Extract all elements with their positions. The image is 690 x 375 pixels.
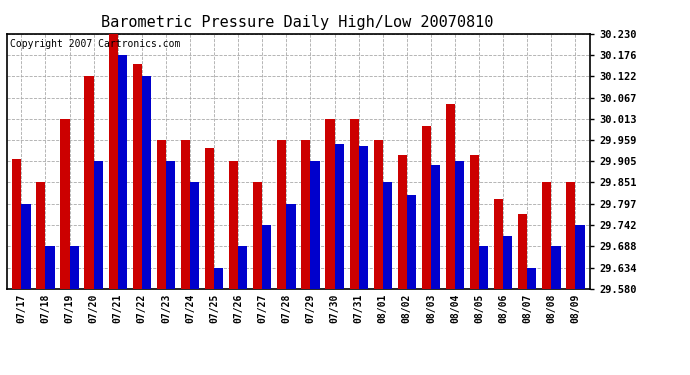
Bar: [166, 161, 175, 289]
Bar: [551, 246, 560, 289]
Bar: [21, 204, 30, 289]
Bar: [253, 182, 262, 289]
Bar: [494, 198, 503, 289]
Bar: [142, 76, 151, 289]
Bar: [46, 246, 55, 289]
Bar: [277, 140, 286, 289]
Bar: [575, 225, 584, 289]
Bar: [503, 236, 513, 289]
Bar: [470, 155, 479, 289]
Bar: [373, 140, 383, 289]
Bar: [350, 119, 359, 289]
Text: Barometric Pressure Daily High/Low 20070810: Barometric Pressure Daily High/Low 20070…: [101, 15, 493, 30]
Bar: [422, 126, 431, 289]
Bar: [479, 246, 489, 289]
Bar: [302, 140, 310, 289]
Bar: [94, 161, 103, 289]
Bar: [431, 165, 440, 289]
Bar: [407, 195, 416, 289]
Bar: [118, 55, 127, 289]
Bar: [262, 225, 271, 289]
Bar: [229, 161, 238, 289]
Bar: [286, 204, 295, 289]
Bar: [566, 182, 575, 289]
Bar: [205, 147, 214, 289]
Bar: [542, 182, 551, 289]
Text: Copyright 2007 Cartronics.com: Copyright 2007 Cartronics.com: [10, 39, 180, 49]
Bar: [518, 214, 527, 289]
Bar: [397, 155, 407, 289]
Bar: [238, 246, 247, 289]
Bar: [527, 268, 536, 289]
Bar: [157, 140, 166, 289]
Bar: [37, 182, 46, 289]
Bar: [326, 119, 335, 289]
Bar: [335, 144, 344, 289]
Bar: [61, 119, 70, 289]
Bar: [446, 104, 455, 289]
Bar: [310, 161, 319, 289]
Bar: [190, 182, 199, 289]
Bar: [84, 76, 94, 289]
Bar: [70, 246, 79, 289]
Bar: [359, 146, 368, 289]
Bar: [132, 64, 142, 289]
Bar: [455, 161, 464, 289]
Bar: [214, 268, 224, 289]
Bar: [108, 34, 118, 289]
Bar: [181, 140, 190, 289]
Bar: [12, 159, 21, 289]
Bar: [383, 182, 392, 289]
